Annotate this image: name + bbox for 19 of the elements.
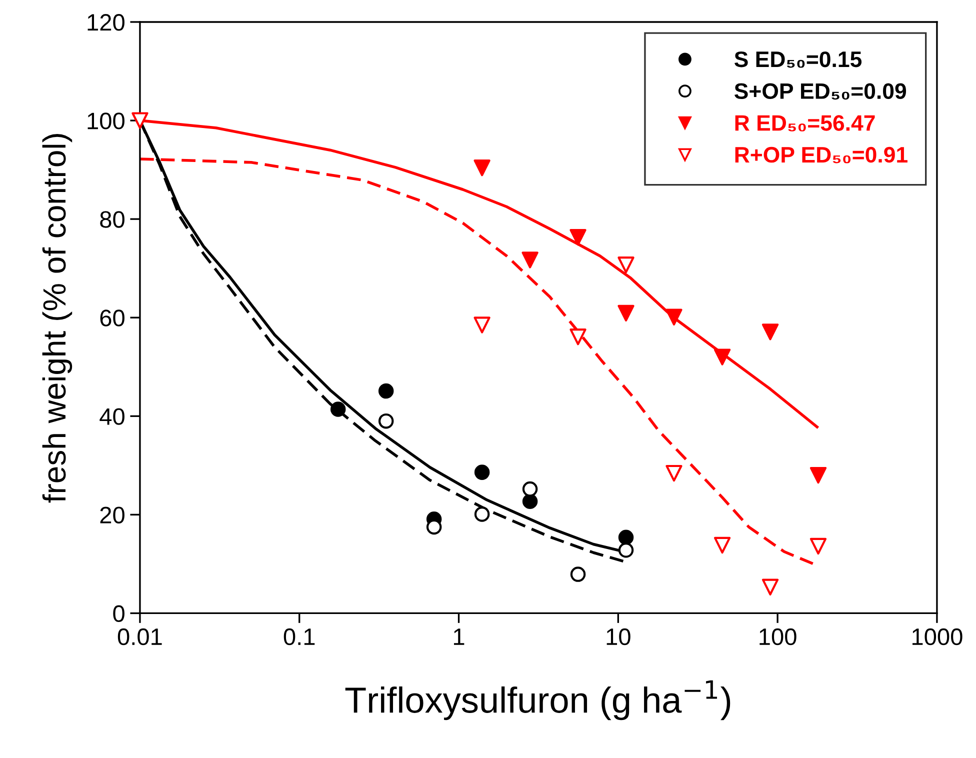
legend-label: R ED₅₀=56.47 <box>735 115 875 132</box>
y-tick-label: 120 <box>88 14 124 31</box>
x-tick-label: 1000 <box>912 628 962 646</box>
y-tick-label: 80 <box>100 211 124 228</box>
legend-label: S ED₅₀=0.15 <box>734 51 862 68</box>
x-tick-label: 10 <box>606 628 630 646</box>
x-tick-label: 1 <box>454 628 464 645</box>
x-tick-label: 0.01 <box>118 628 162 646</box>
y-axis-title: fresh weight (% of control) <box>42 134 72 503</box>
x-tick-label: 100 <box>760 628 796 646</box>
y-tick-label: 60 <box>100 310 124 326</box>
legend-label: R+OP ED₅₀=0.91 <box>735 146 908 164</box>
x-tick-label: 0.1 <box>284 628 315 646</box>
x-axis-title: Trifloxysulfuron (g ha$^{−1}$) <box>345 680 730 720</box>
y-tick-label: 100 <box>88 112 124 130</box>
y-tick-label: 0 <box>113 605 124 622</box>
legend-label: S+OP ED₅₀=0.09 <box>734 83 906 100</box>
y-tick-label: 20 <box>100 506 124 524</box>
y-tick-label: 40 <box>100 408 124 425</box>
